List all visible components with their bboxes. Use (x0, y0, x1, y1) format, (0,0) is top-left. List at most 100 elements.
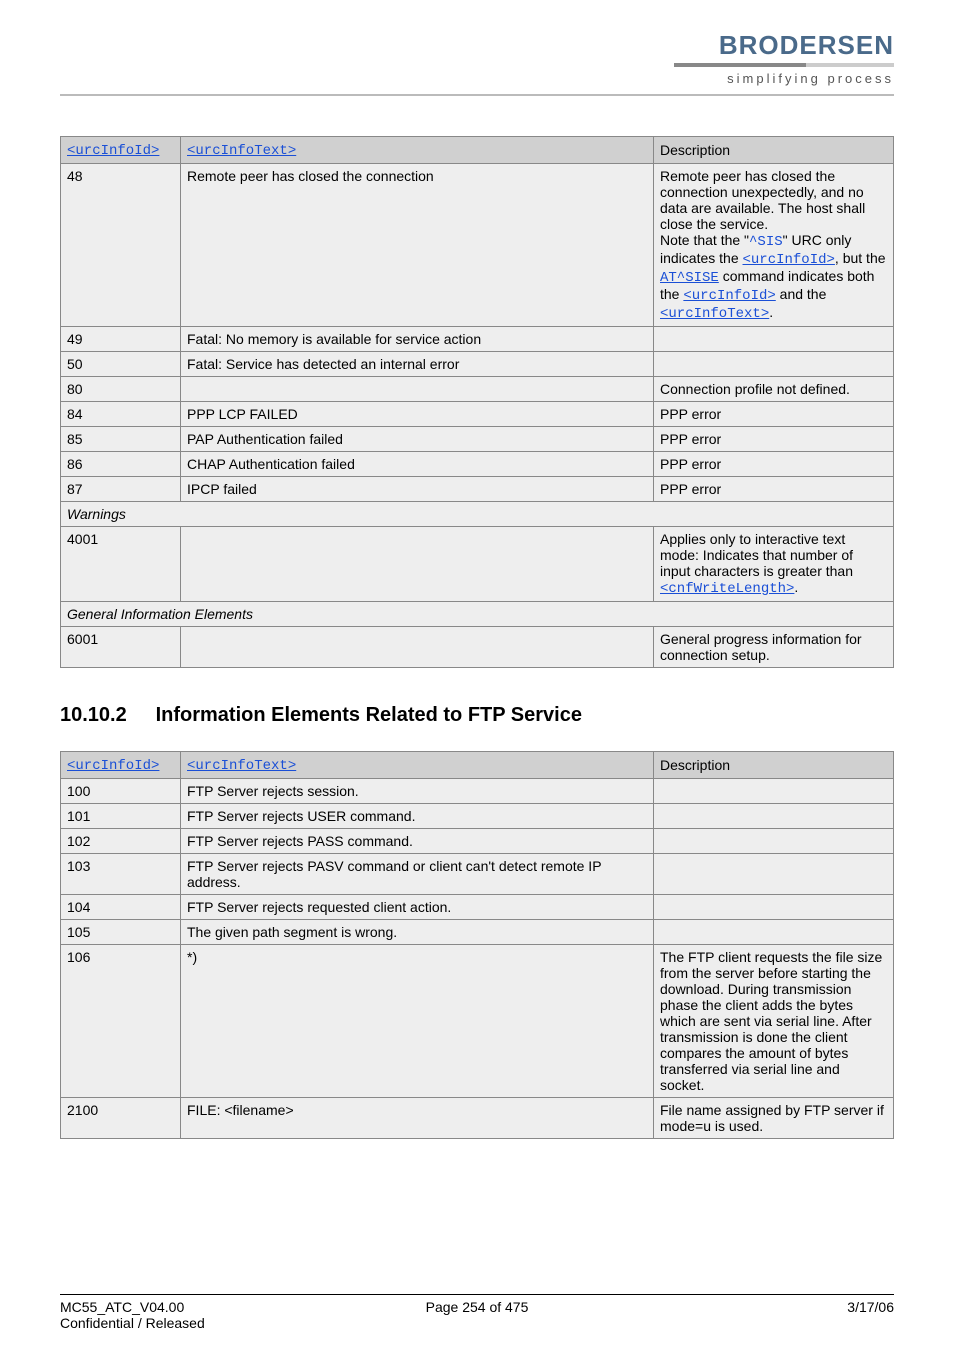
cell-text: FTP Server rejects PASV command or clien… (181, 854, 654, 895)
cell-text: *) (181, 945, 654, 1098)
brand-underline (674, 63, 894, 67)
cell-desc (654, 895, 894, 920)
table-header-row: <urcInfoId> <urcInfoText> Description (61, 137, 894, 164)
cell-text: The given path segment is wrong. (181, 920, 654, 945)
urc-info-table-2: <urcInfoId> <urcInfoText> Description 10… (60, 751, 894, 1139)
col-header-text: <urcInfoText> (181, 752, 654, 779)
cell-desc: PPP error (654, 477, 894, 502)
header-text-code: <urcInfoText> (187, 143, 296, 159)
cell-desc: Remote peer has closed the connection un… (654, 164, 894, 327)
cell-text (181, 377, 654, 402)
cell-id: 4001 (61, 527, 181, 602)
cell-desc (654, 920, 894, 945)
cell-text: FTP Server rejects session. (181, 779, 654, 804)
table-row: 48 Remote peer has closed the connection… (61, 164, 894, 327)
cell-text: Remote peer has closed the connection (181, 164, 654, 327)
section-label: Warnings (61, 502, 894, 527)
desc-text: , but the (835, 250, 886, 266)
page-footer: MC55_ATC_V04.00 Confidential / Released … (60, 1294, 894, 1331)
cell-text: FTP Server rejects USER command. (181, 804, 654, 829)
section-label: General Information Elements (61, 602, 894, 627)
section-row-general: General Information Elements (61, 602, 894, 627)
desc-text: and the (776, 286, 827, 302)
cell-desc: PPP error (654, 452, 894, 477)
footer-rule (60, 1294, 894, 1295)
cell-desc: Applies only to interactive text mode: I… (654, 527, 894, 602)
code-seg: AT^SISE (660, 270, 719, 286)
table-row: 84 PPP LCP FAILED PPP error (61, 402, 894, 427)
cell-desc (654, 804, 894, 829)
table-row: 87 IPCP failed PPP error (61, 477, 894, 502)
header-id-code: <urcInfoId> (67, 143, 159, 159)
cell-id: 101 (61, 804, 181, 829)
cell-text (181, 527, 654, 602)
cell-text: PAP Authentication failed (181, 427, 654, 452)
cell-desc: Connection profile not defined. (654, 377, 894, 402)
section-number: 10.10.2 (60, 704, 150, 727)
cell-id: 104 (61, 895, 181, 920)
table-row: 85 PAP Authentication failed PPP error (61, 427, 894, 452)
footer-doc-id: MC55_ATC_V04.00 (60, 1299, 184, 1315)
cell-id: 87 (61, 477, 181, 502)
cell-desc: The FTP client requests the file size fr… (654, 945, 894, 1098)
cell-desc (654, 352, 894, 377)
cell-id: 85 (61, 427, 181, 452)
header-id-code: <urcInfoId> (67, 758, 159, 774)
section-heading: 10.10.2 Information Elements Related to … (60, 704, 894, 727)
table-row: 104 FTP Server rejects requested client … (61, 895, 894, 920)
cell-id: 84 (61, 402, 181, 427)
table-row: 50 Fatal: Service has detected an intern… (61, 352, 894, 377)
cell-text: IPCP failed (181, 477, 654, 502)
cell-id: 102 (61, 829, 181, 854)
cell-desc (654, 779, 894, 804)
desc-text: . (794, 579, 798, 595)
col-header-desc: Description (654, 137, 894, 164)
header-rule (60, 94, 894, 96)
cell-text: FILE: <filename> (181, 1098, 654, 1139)
cell-id: 80 (61, 377, 181, 402)
brand-header: BRODERSEN simplifying process (60, 30, 894, 86)
brand-tagline: simplifying process (60, 71, 894, 86)
code-seg: <cnfWriteLength> (660, 581, 794, 597)
cell-id: 86 (61, 452, 181, 477)
table-row: 80 Connection profile not defined. (61, 377, 894, 402)
cell-text: FTP Server rejects requested client acti… (181, 895, 654, 920)
table-row: 101 FTP Server rejects USER command. (61, 804, 894, 829)
cell-desc: File name assigned by FTP server if mode… (654, 1098, 894, 1139)
cell-id: 105 (61, 920, 181, 945)
cell-desc: PPP error (654, 402, 894, 427)
cell-text: Fatal: No memory is available for servic… (181, 327, 654, 352)
code-seg: ^SIS (749, 234, 783, 250)
table-row: 49 Fatal: No memory is available for ser… (61, 327, 894, 352)
footer-left: MC55_ATC_V04.00 Confidential / Released (60, 1299, 335, 1331)
cell-id: 2100 (61, 1098, 181, 1139)
cell-text: Fatal: Service has detected an internal … (181, 352, 654, 377)
col-header-desc: Description (654, 752, 894, 779)
cell-id: 48 (61, 164, 181, 327)
table-row: 4001 Applies only to interactive text mo… (61, 527, 894, 602)
desc-text: Note that the " (660, 232, 749, 248)
table-row: 105 The given path segment is wrong. (61, 920, 894, 945)
footer-classification: Confidential / Released (60, 1315, 205, 1331)
urc-info-table-1: <urcInfoId> <urcInfoText> Description 48… (60, 136, 894, 668)
cell-text: PPP LCP FAILED (181, 402, 654, 427)
cell-desc (654, 327, 894, 352)
code-seg: <urcInfoId> (743, 252, 835, 268)
table-row: 100 FTP Server rejects session. (61, 779, 894, 804)
section-row-warnings: Warnings (61, 502, 894, 527)
brand-logo: BRODERSEN (60, 30, 894, 61)
desc-text: . (769, 304, 773, 320)
desc-text: Applies only to interactive text mode: I… (660, 531, 853, 579)
cell-desc: General progress information for connect… (654, 627, 894, 668)
table-row: 103 FTP Server rejects PASV command or c… (61, 854, 894, 895)
cell-text: FTP Server rejects PASS command. (181, 829, 654, 854)
col-header-text: <urcInfoText> (181, 137, 654, 164)
cell-desc: PPP error (654, 427, 894, 452)
desc-text: Remote peer has closed the connection un… (660, 168, 865, 232)
cell-id: 106 (61, 945, 181, 1098)
footer-right: 3/17/06 (619, 1299, 894, 1331)
cell-id: 103 (61, 854, 181, 895)
cell-id: 6001 (61, 627, 181, 668)
footer-center: Page 254 of 475 (339, 1299, 614, 1331)
code-seg: <urcInfoId> (683, 288, 775, 304)
